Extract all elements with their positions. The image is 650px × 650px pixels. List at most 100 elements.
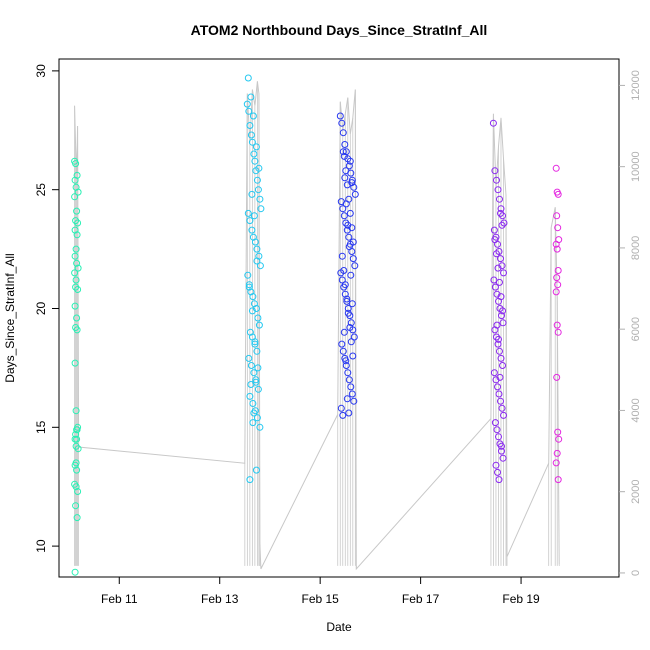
- point-s4-10: [554, 281, 562, 289]
- point-s1-51: [248, 307, 256, 315]
- point-s1-53: [254, 364, 262, 372]
- point-s1-41: [256, 423, 264, 431]
- point-s3-26: [497, 354, 505, 362]
- point-s1-27: [255, 321, 263, 329]
- y-tick-label-3: 25: [34, 183, 48, 197]
- point-s3-1: [491, 167, 499, 175]
- point-s2-2: [339, 129, 347, 137]
- point-s1-16: [251, 238, 259, 246]
- point-s3-40: [499, 454, 507, 462]
- x-tick-label-1: Feb 13: [201, 592, 239, 606]
- point-s1-40: [253, 414, 261, 422]
- point-s2-51: [341, 281, 349, 289]
- point-s2-50: [340, 267, 348, 274]
- point-s2-31: [338, 340, 346, 348]
- x-axis: Feb 11 Feb 13 Feb 15 Feb 17 Feb 19: [101, 577, 540, 606]
- point-s3-53: [495, 335, 502, 343]
- point-s3-33: [498, 404, 506, 412]
- point-s0-24: [71, 359, 79, 367]
- y2-tick-label-2: 4000: [630, 398, 642, 422]
- point-s2-20: [351, 262, 359, 270]
- point-s3-14: [500, 269, 507, 277]
- point-s3-16: [491, 283, 499, 291]
- point-s1-10: [256, 195, 264, 203]
- point-s2-6: [345, 162, 353, 170]
- point-s1-36: [254, 385, 262, 393]
- point-s3-2: [493, 176, 500, 184]
- point-s1-3: [247, 131, 255, 139]
- point-s4-14: [553, 373, 561, 381]
- chart-title: ATOM2 Northbound Days_Since_StratInf_All: [191, 22, 488, 38]
- point-s2-3: [341, 141, 349, 148]
- point-s3-32: [497, 397, 504, 405]
- point-s3-47: [493, 250, 500, 258]
- point-s4-6: [552, 240, 560, 248]
- point-s4-8: [554, 267, 562, 274]
- point-s0-38: [72, 502, 80, 510]
- y2-tick-label-6: 12000: [630, 70, 642, 101]
- point-s3-34: [500, 411, 507, 419]
- point-s3-44: [497, 209, 504, 217]
- point-s3-43: [495, 476, 503, 484]
- point-s0-14: [73, 259, 81, 267]
- point-s1-32: [245, 354, 253, 362]
- point-s3-42: [494, 468, 501, 476]
- point-s0-17: [72, 276, 80, 284]
- point-s0-15: [74, 264, 82, 272]
- point-s1-26: [254, 314, 262, 322]
- point-s1-38: [249, 400, 257, 407]
- point-s3-35: [491, 419, 499, 427]
- point-s2-41: [339, 411, 347, 419]
- point-s0-42: [72, 459, 80, 467]
- point-s3-8: [490, 226, 498, 234]
- point-s2-60: [344, 221, 352, 229]
- point-s0-6: [71, 193, 79, 201]
- point-s2-48: [349, 238, 357, 246]
- point-s2-0: [336, 112, 344, 120]
- point-s2-58: [341, 174, 349, 182]
- point-s1-44: [249, 112, 257, 120]
- point-s0-36: [72, 483, 80, 491]
- point-s2-4: [342, 148, 350, 156]
- point-s2-24: [341, 290, 349, 298]
- point-s0-5: [74, 188, 82, 196]
- secondary-y-axis: 0 2000 4000 6000 8000 10000 12000: [619, 70, 642, 576]
- point-s3-41: [492, 461, 500, 469]
- point-s1-46: [255, 164, 263, 172]
- point-s1-37: [246, 392, 254, 400]
- point-s4-11: [552, 288, 560, 296]
- x-tick-label-0: Feb 11: [101, 592, 138, 606]
- point-s1-5: [250, 150, 258, 158]
- point-s0-20: [71, 302, 79, 310]
- point-s3-54: [496, 373, 504, 381]
- point-s3-48: [494, 264, 502, 272]
- point-s3-52: [493, 321, 501, 329]
- point-s2-10: [351, 190, 359, 198]
- point-s2-66: [343, 395, 351, 403]
- point-s1-52: [251, 338, 259, 346]
- point-s3-31: [495, 390, 503, 398]
- point-s3-0: [489, 119, 497, 127]
- point-s0-34: [73, 466, 81, 474]
- point-s2-67: [345, 409, 353, 417]
- point-s3-24: [494, 340, 502, 348]
- point-s2-36: [345, 376, 353, 384]
- point-s3-50: [497, 293, 505, 301]
- point-s4-18: [552, 459, 560, 467]
- point-s2-35: [344, 369, 352, 377]
- y2-tick-label-1: 2000: [630, 479, 642, 503]
- point-s4-17: [553, 449, 561, 457]
- point-s1-0: [243, 100, 251, 108]
- point-s0-37: [74, 488, 82, 495]
- point-s1-14: [248, 226, 256, 234]
- point-s2-55: [347, 338, 355, 346]
- point-s1-8: [253, 176, 261, 184]
- point-s2-38: [348, 390, 356, 398]
- point-s0-28: [72, 430, 80, 438]
- point-s3-39: [498, 447, 505, 455]
- point-s1-9: [254, 186, 262, 194]
- point-s1-20: [244, 271, 252, 279]
- point-s1-55: [250, 409, 258, 417]
- point-s2-12: [339, 205, 347, 213]
